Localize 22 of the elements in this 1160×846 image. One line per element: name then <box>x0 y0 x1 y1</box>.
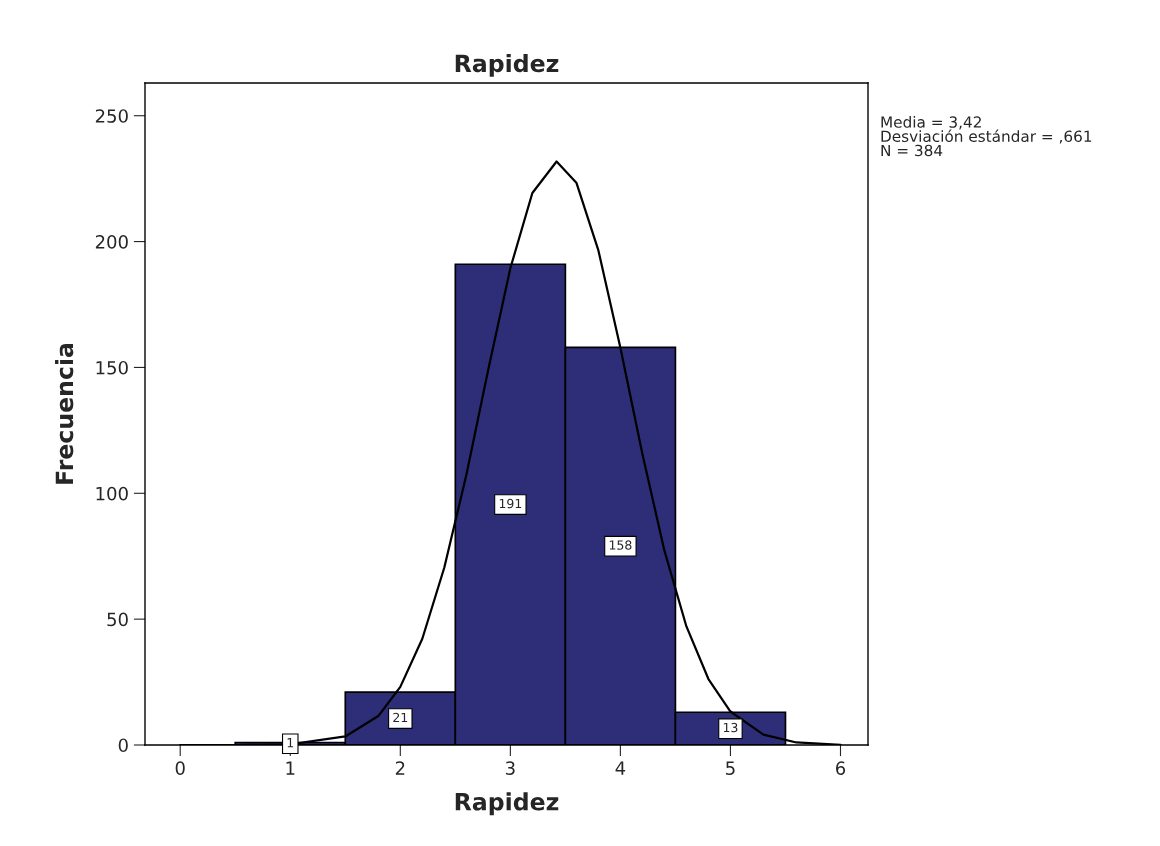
x-tick-label: 4 <box>615 761 626 775</box>
y-tick-label: 200 <box>95 235 128 249</box>
y-axis-title: Frecuencia <box>55 343 74 484</box>
x-tick-label: 6 <box>836 761 846 775</box>
x-tick-label: 1 <box>286 761 295 775</box>
y-tick-label: 250 <box>95 109 128 123</box>
chart-title: Rapidez <box>455 53 559 77</box>
y-tick-label: 0 <box>118 738 128 753</box>
text: Media = 3,42 Desviación estándar = ,661 N = 384 <box>881 116 1092 157</box>
y-tick-label: 50 <box>107 612 128 627</box>
x-tick-label: 0 <box>175 761 185 775</box>
x-axis-title: Rapidez <box>455 792 559 816</box>
data-label: 21 <box>393 712 408 723</box>
x-tick-label: 5 <box>726 761 735 775</box>
data-label: 158 <box>609 540 632 550</box>
data-label: 13 <box>723 722 738 733</box>
data-label: 191 <box>499 498 522 509</box>
x-tick-label: 2 <box>395 761 405 775</box>
y-tick-label: 100 <box>96 486 128 501</box>
data-label: 1 <box>287 738 294 748</box>
x-tick-label: 3 <box>505 761 515 775</box>
y-tick-label: 150 <box>96 360 128 375</box>
